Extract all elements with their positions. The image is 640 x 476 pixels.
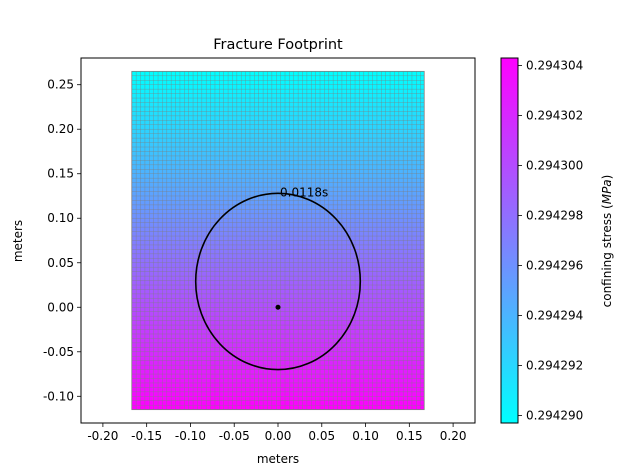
colorbar-label-text: ) bbox=[600, 175, 614, 180]
colorbar-tick-label: 0.294302 bbox=[526, 109, 583, 123]
y-axis-ticks: -0.10 -0.05 0.00 0.05 0.10 0.15 0.20 0.25 bbox=[43, 78, 81, 403]
chart-title: Fracture Footprint bbox=[213, 37, 343, 53]
y-tick-label: 0.00 bbox=[47, 300, 74, 314]
colorbar-ticks: 0.294290 0.294292 0.294294 0.294296 0.294298… bbox=[518, 59, 583, 423]
injection-point bbox=[275, 304, 281, 310]
colorbar-label: confining stress (MPa) bbox=[600, 175, 614, 308]
colorbar-tick-label: 0.294298 bbox=[526, 209, 583, 223]
colorbar: 0.294290 0.294292 0.294294 0.294296 0.294298… bbox=[500, 57, 614, 424]
x-tick-label: -0.10 bbox=[175, 429, 206, 443]
y-tick-label: 0.05 bbox=[47, 256, 74, 270]
fracture-front-layer: 0.0118s bbox=[194, 185, 362, 371]
y-axis-label: meters bbox=[11, 220, 25, 262]
colorbar-tick-label: 0.294292 bbox=[526, 359, 583, 373]
plot-area: 0.0118s -0.20 -0.15 -0.10 -0.05 0.00 0.05 0.10… bbox=[43, 57, 476, 443]
stress-mesh bbox=[131, 70, 425, 411]
x-axis-label: meters bbox=[257, 452, 299, 466]
x-tick-label: 0.15 bbox=[396, 429, 423, 443]
y-tick-label: 0.20 bbox=[47, 122, 74, 136]
y-tick-label: -0.05 bbox=[43, 345, 74, 359]
x-tick-label: 0.05 bbox=[308, 429, 335, 443]
fracture-front bbox=[194, 192, 362, 371]
x-tick-label: -0.20 bbox=[87, 429, 118, 443]
x-tick-label: -0.15 bbox=[131, 429, 162, 443]
y-tick-label: 0.10 bbox=[47, 211, 74, 225]
y-tick-label: 0.25 bbox=[47, 78, 74, 92]
colorbar-label-text: confining stress ( bbox=[600, 204, 614, 307]
y-tick-label: -0.10 bbox=[43, 389, 74, 403]
colorbar-tick-label: 0.294296 bbox=[526, 259, 583, 273]
x-tick-label: 0.10 bbox=[352, 429, 379, 443]
colorbar-tick-label: 0.294294 bbox=[526, 309, 583, 323]
colorbar-tick-label: 0.294290 bbox=[526, 409, 583, 423]
x-tick-label: -0.05 bbox=[219, 429, 250, 443]
mesh-outline bbox=[131, 70, 425, 411]
colorbar-tick-label: 0.294300 bbox=[526, 159, 583, 173]
y-tick-label: 0.15 bbox=[47, 167, 74, 181]
colorbar-tick-label: 0.294304 bbox=[526, 59, 583, 73]
colorbar-gradient bbox=[501, 58, 518, 423]
colorbar-label-unit: MPa bbox=[600, 179, 614, 204]
fracture-front-time-label: 0.0118s bbox=[280, 185, 328, 199]
colorbar-frame bbox=[500, 57, 519, 424]
x-tick-label: 0.20 bbox=[440, 429, 467, 443]
x-axis-ticks: -0.20 -0.15 -0.10 -0.05 0.00 0.05 0.10 0.15 0.20 bbox=[87, 423, 466, 443]
x-tick-label: 0.00 bbox=[265, 429, 292, 443]
